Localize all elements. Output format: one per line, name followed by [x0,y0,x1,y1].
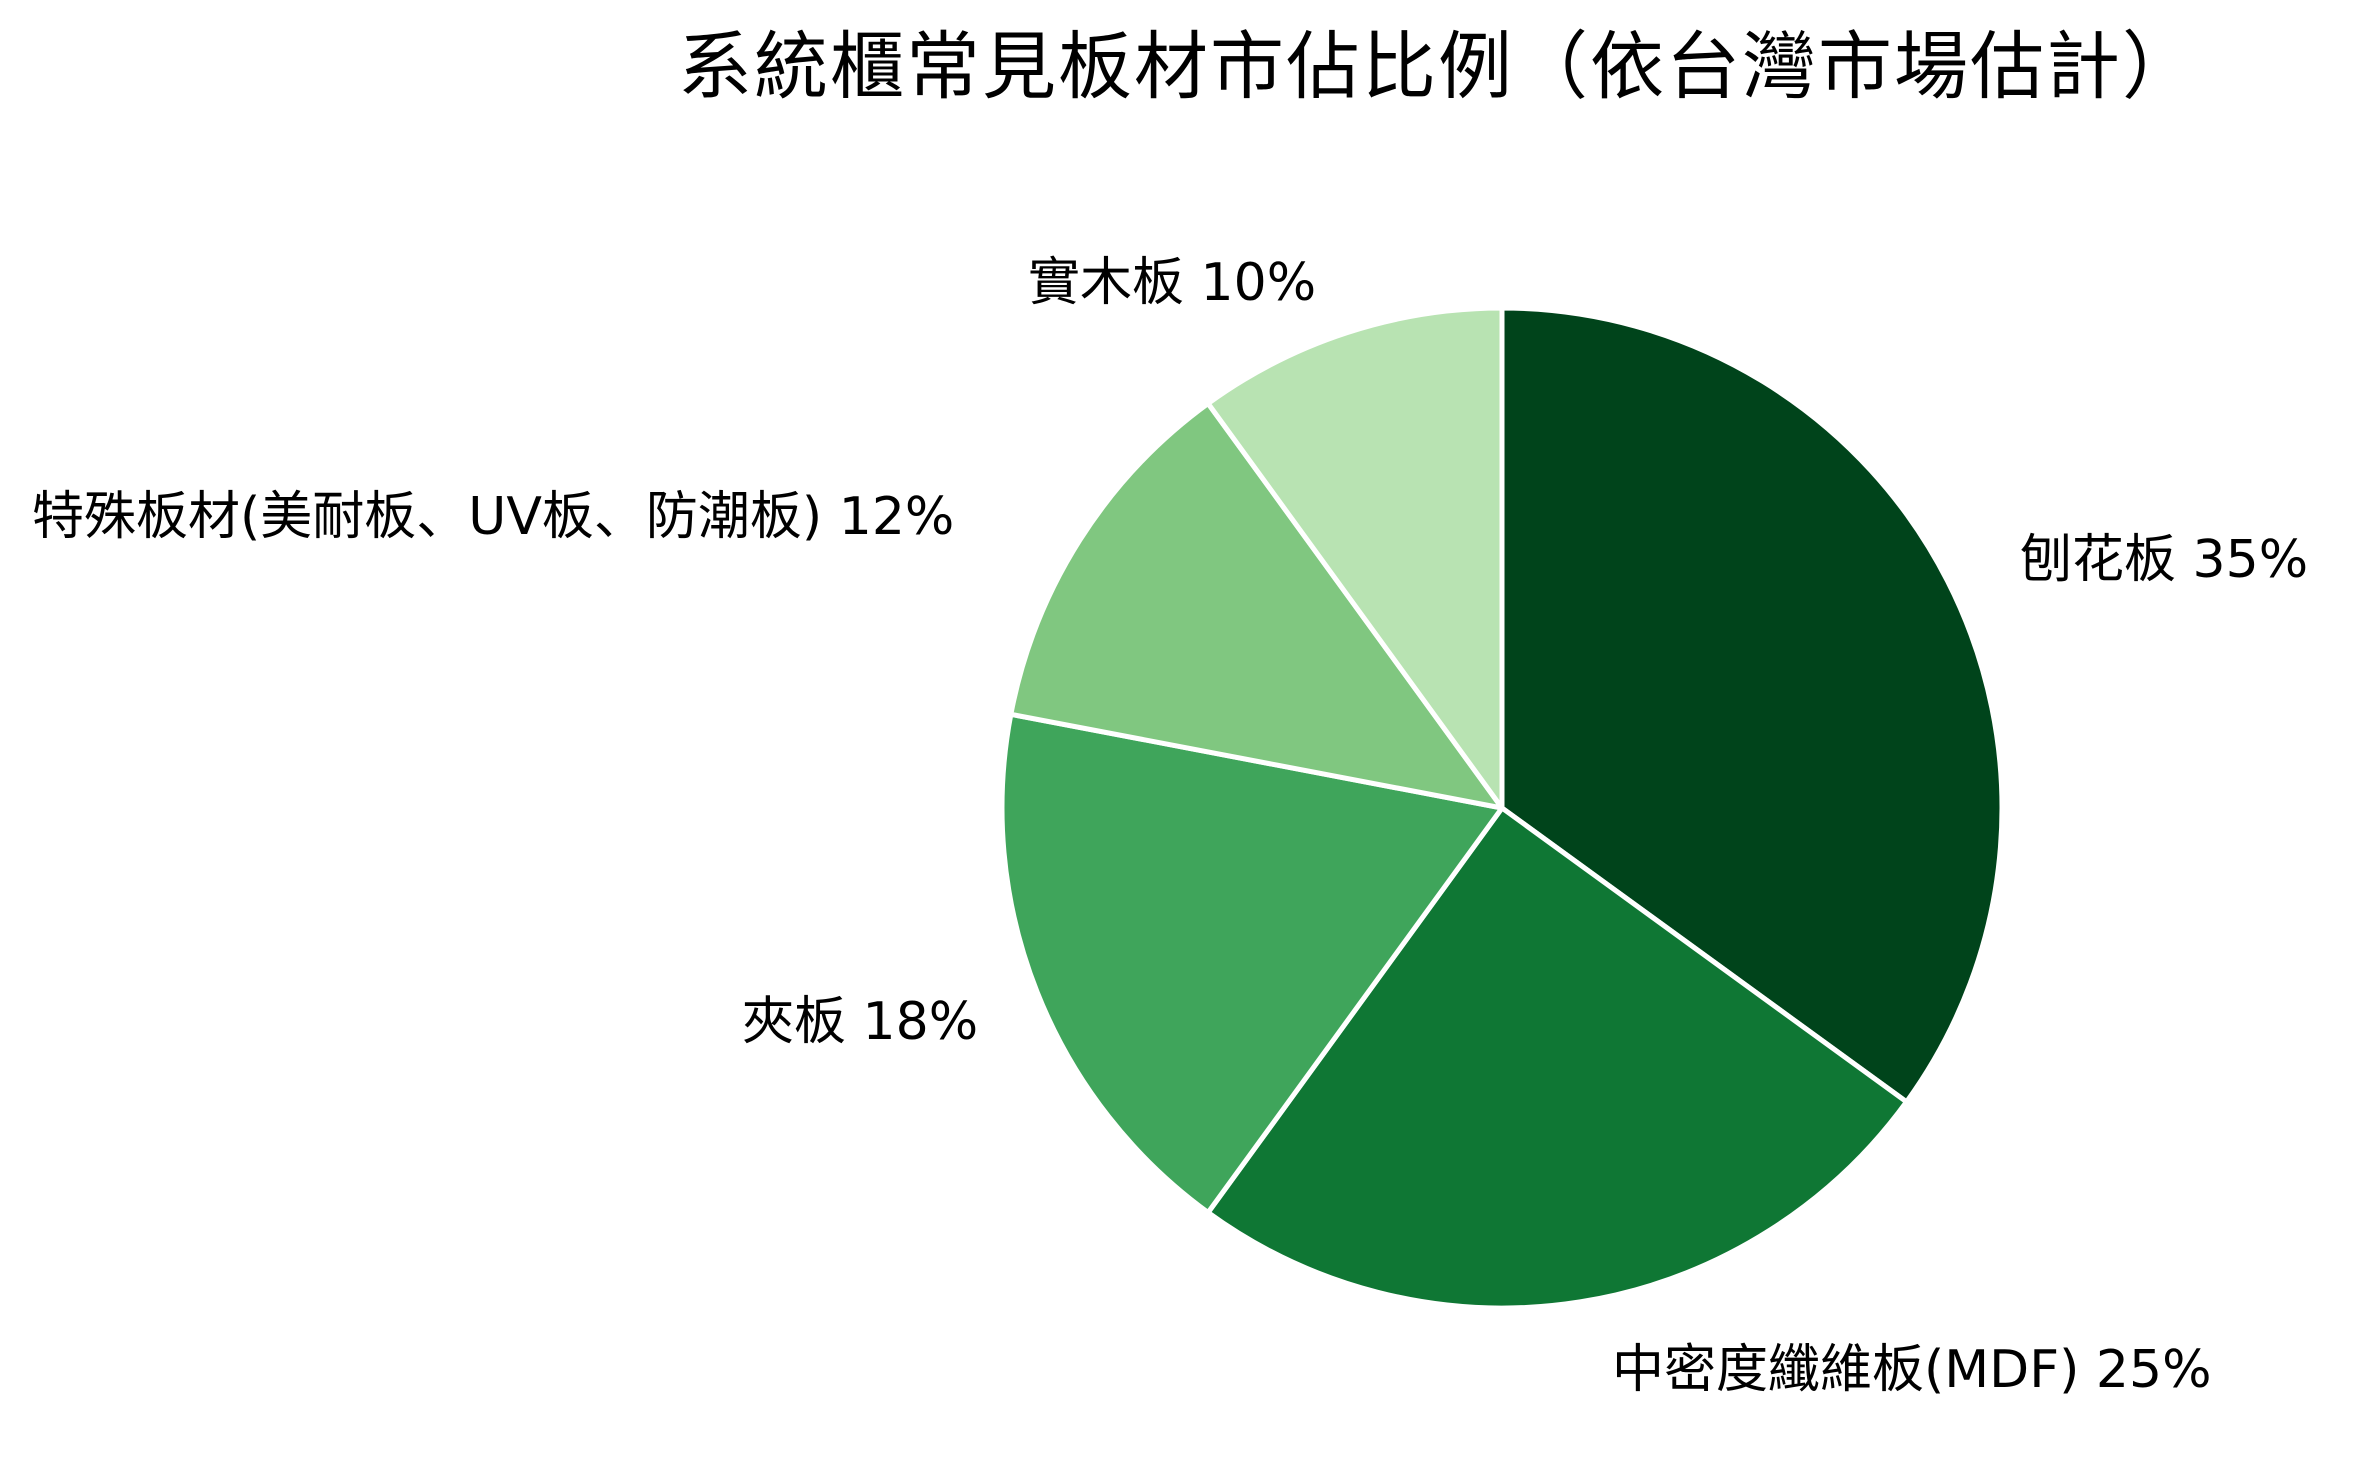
chart-title: 系統櫃常見板材市佔比例（依台灣市場估計） [678,24,2198,110]
slice-label-plywood: 夾板 18% [742,992,979,1052]
slice-plywood [999,711,1505,1216]
slice-label-particleboard: 刨花板 35% [2020,530,2309,590]
slice-solid-wood [1205,305,1505,811]
slice-label-solid-wood: 實木板 10% [1028,253,1317,313]
pie-slices [999,305,2005,1311]
slice-special-board [1008,400,1505,811]
slice-label-mdf: 中密度纖維板(MDF) 25% [1612,1340,2212,1400]
slice-label-special-board: 特殊板材(美耐板、UV板、防潮板) 12% [32,487,955,547]
slice-particleboard [1499,305,2005,1105]
slice-mdf [1205,805,1910,1311]
